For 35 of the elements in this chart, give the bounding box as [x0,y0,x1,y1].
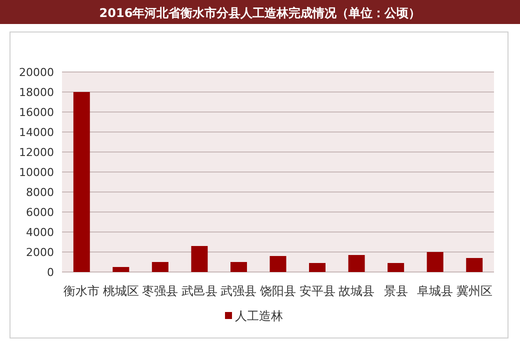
y-tick-label: 16000 [19,106,54,119]
y-tick-label: 20000 [19,66,54,79]
bar [309,263,326,272]
x-tick-label: 阜城县 [417,284,454,298]
x-tick-label: 枣强县 [142,284,178,298]
x-tick-label: 武邑县 [181,284,218,298]
y-tick-label: 18000 [19,86,54,99]
bar [348,255,365,272]
bar [230,262,247,272]
x-tick-label: 故城县 [338,284,375,298]
x-tick-label: 饶阳县 [259,284,296,298]
bar [388,263,404,272]
chart-title: 2016年河北省衡水市分县人工造林完成情况（单位：公顷） [99,6,421,20]
x-tick-label: 安平县 [299,284,336,298]
bar [466,258,483,272]
x-tick-label: 武强县 [220,284,257,298]
x-tick-label: 衡水市 [64,284,100,298]
y-tick-label: 12000 [19,146,54,159]
y-tick-label: 14000 [19,126,54,139]
x-tick-label: 景县 [384,284,408,298]
y-tick-label: 6000 [26,206,54,219]
x-tick-label: 冀州区 [456,284,492,298]
x-tick-label: 桃城区 [102,284,139,298]
bar [73,92,90,272]
legend-label: 人工造林 [235,309,283,323]
y-tick-label: 0 [47,266,54,279]
y-tick-label: 2000 [26,246,54,259]
bar [270,256,286,272]
y-tick-label: 4000 [26,226,54,239]
bar [152,262,168,272]
bar [426,252,444,272]
bar [112,267,130,272]
y-tick-label: 8000 [26,186,54,199]
bar [191,246,208,272]
y-tick-label: 10000 [19,166,54,179]
